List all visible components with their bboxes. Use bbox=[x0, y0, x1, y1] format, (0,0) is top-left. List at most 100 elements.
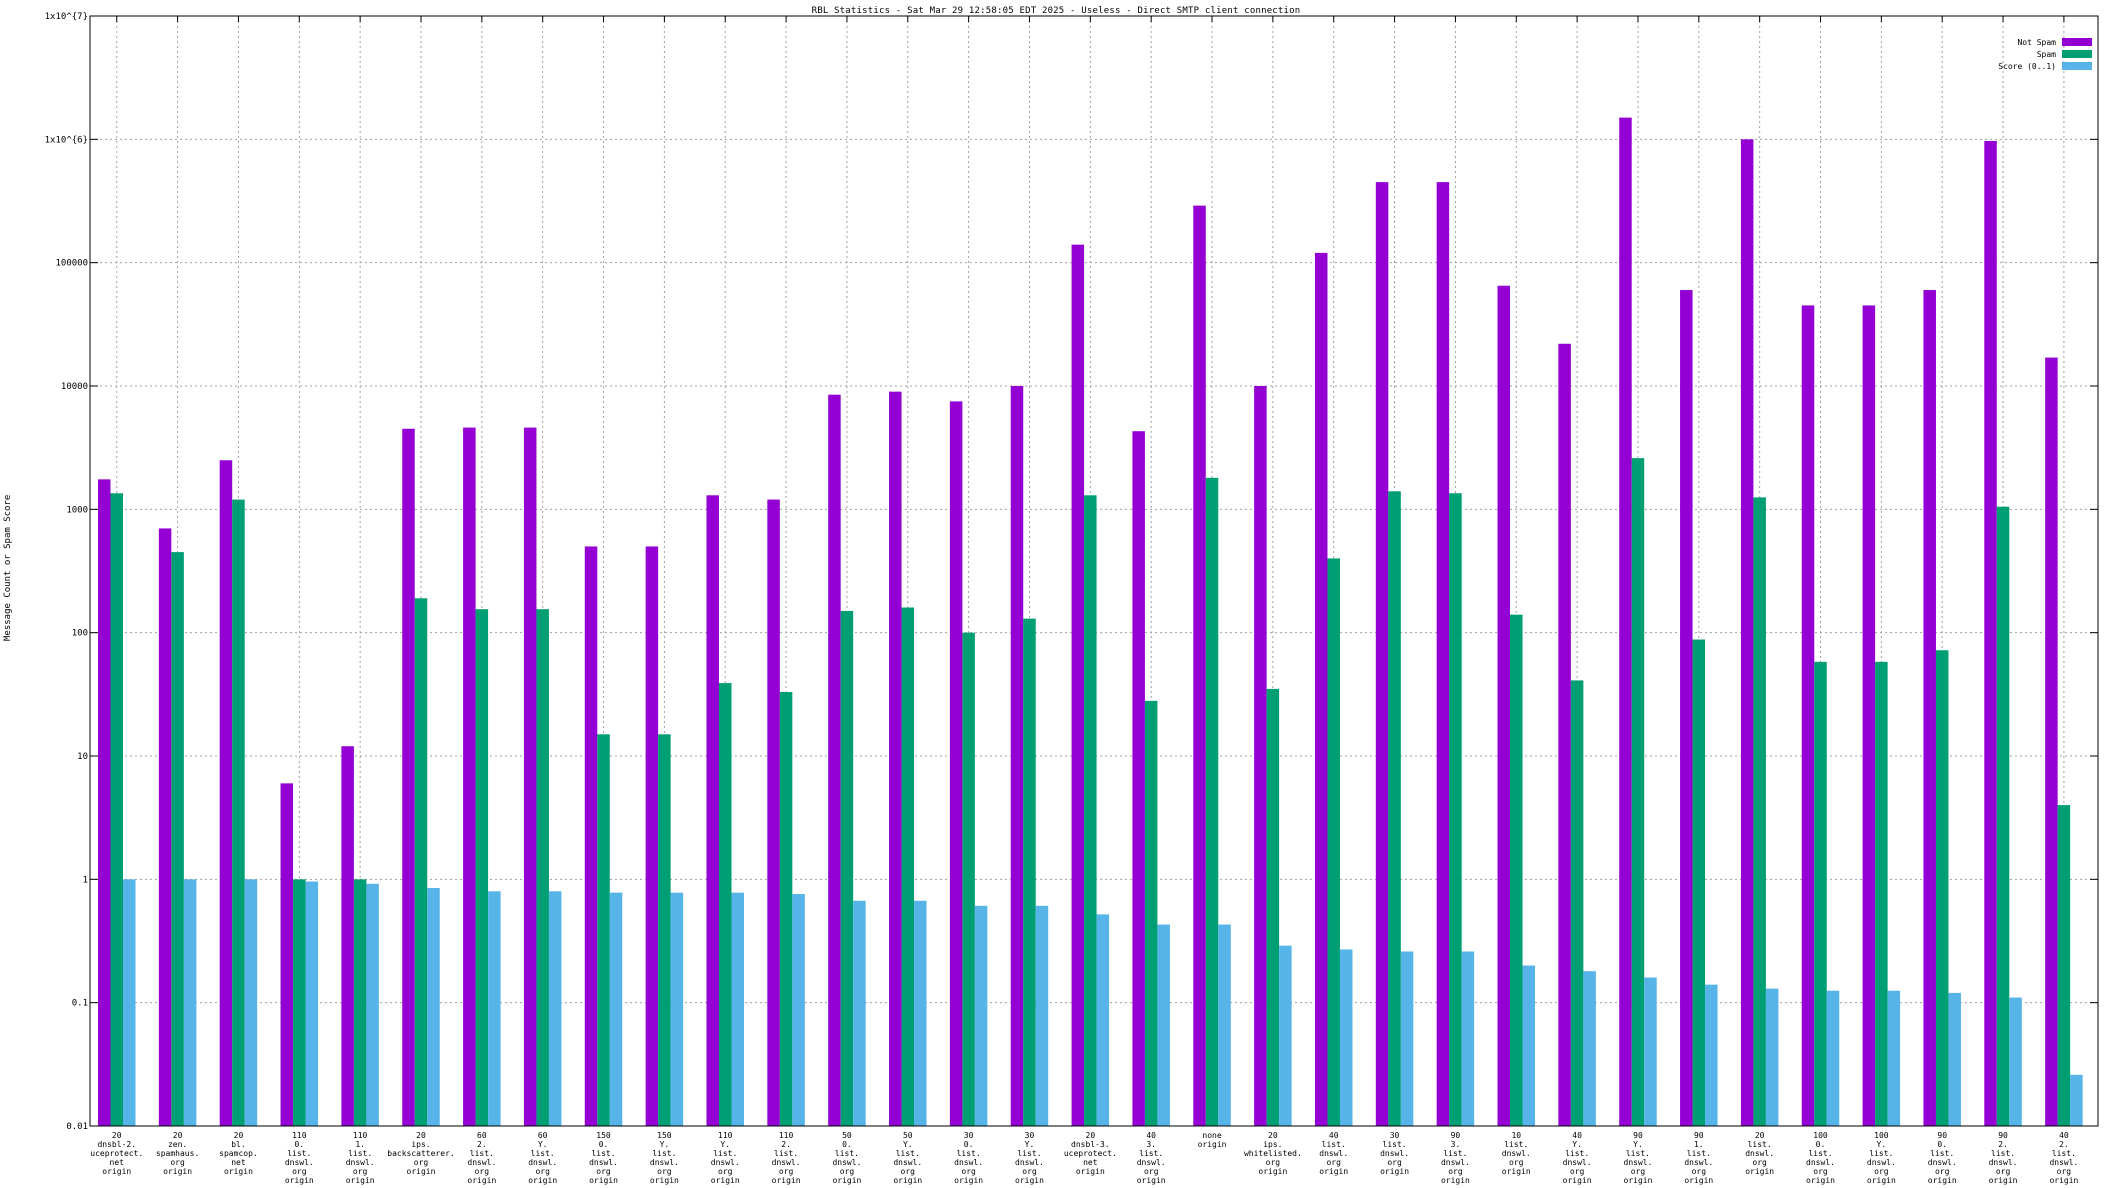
x-tick-label-line: origin bbox=[1928, 1176, 1957, 1185]
bar-spam bbox=[353, 879, 367, 1126]
x-tick-label-line: origin bbox=[832, 1176, 861, 1185]
x-tick-label-line: 20 bbox=[1086, 1131, 1096, 1140]
bar-not-spam bbox=[98, 479, 111, 1126]
x-tick-label-line: Y. bbox=[903, 1140, 913, 1149]
x-tick-label-line: dnswl. bbox=[2049, 1158, 2078, 1167]
x-tick-label-line: 2. bbox=[477, 1140, 487, 1149]
x-tick-label-line: 90 bbox=[1694, 1131, 1704, 1140]
bar-spam bbox=[1144, 700, 1158, 1126]
x-tick-label: 60 Y. list. dnswl. org origin bbox=[528, 1131, 557, 1185]
x-tick-label-line: list. bbox=[957, 1149, 981, 1158]
x-tick-label: 90 2. list. dnswl. org origin bbox=[1989, 1131, 2018, 1185]
x-tick-label-line: uceprotect. bbox=[90, 1149, 143, 1158]
bar-not-spam bbox=[1071, 244, 1085, 1126]
x-tick-label-line: dnswl. bbox=[467, 1158, 496, 1167]
x-tick-label-line: ips. bbox=[411, 1140, 430, 1149]
x-tick-label-line: net bbox=[231, 1158, 246, 1167]
x-tick-label-line: 1. bbox=[355, 1140, 365, 1149]
x-tick-label-line: dnswl. bbox=[1137, 1158, 1166, 1167]
x-tick-label-line: backscatterer. bbox=[387, 1149, 454, 1158]
x-tick-label-line: org bbox=[292, 1167, 307, 1176]
x-tick-label-line: 0. bbox=[599, 1140, 609, 1149]
bar-score-0-1 bbox=[670, 892, 684, 1126]
x-tick-label-line: list. bbox=[470, 1149, 494, 1158]
x-tick-label-line: 2. bbox=[1998, 1140, 2008, 1149]
bar-score-0-1 bbox=[1339, 949, 1353, 1126]
x-tick-label-line: 1. bbox=[1694, 1140, 1704, 1149]
x-tick-label-line: origin bbox=[711, 1176, 740, 1185]
x-tick-label-line: 110 bbox=[292, 1131, 307, 1140]
x-tick-label: 20 dnsbl-3. uceprotect. net origin bbox=[1064, 1131, 1117, 1176]
x-tick-label-line: org bbox=[840, 1167, 855, 1176]
x-tick-label-line: origin bbox=[1076, 1167, 1105, 1176]
x-tick-label-line: uceprotect. bbox=[1064, 1149, 1117, 1158]
x-tick-label-line: dnswl. bbox=[772, 1158, 801, 1167]
x-tick-label-line: 90 bbox=[1998, 1131, 2008, 1140]
x-tick-label-line: list. bbox=[1991, 1149, 2015, 1158]
x-tick-label-line: 20 bbox=[234, 1131, 244, 1140]
x-tick-label-line: list. bbox=[1687, 1149, 1711, 1158]
x-tick-label: 30 Y. list. dnswl. org origin bbox=[1015, 1131, 1044, 1185]
bar-not-spam bbox=[1010, 386, 1024, 1126]
x-tick-label-line: origin bbox=[1502, 1167, 1531, 1176]
bar-spam bbox=[1814, 661, 1827, 1126]
plot-frame bbox=[89, 15, 2099, 1127]
x-tick-label: 40 3. list. dnswl. org origin bbox=[1137, 1131, 1166, 1185]
bar-score-0-1 bbox=[1948, 992, 1961, 1126]
x-tick-label-line: org bbox=[596, 1167, 611, 1176]
x-tick-label-line: list. bbox=[1443, 1149, 1467, 1158]
bar-spam bbox=[901, 607, 915, 1126]
x-tick-label-line: dnswl. bbox=[1502, 1149, 1531, 1158]
x-tick-label-line: org bbox=[779, 1167, 794, 1176]
x-tick-label-line: origin bbox=[1745, 1167, 1774, 1176]
x-tick-label-line: list. bbox=[774, 1149, 798, 1158]
x-tick-label-line: list. bbox=[1869, 1149, 1893, 1158]
x-tick-label-line: dnswl. bbox=[650, 1158, 679, 1167]
x-tick-label: 90 0. list. dnswl. org origin bbox=[1928, 1131, 1957, 1185]
x-tick-label-line: 150 bbox=[596, 1131, 611, 1140]
bar-spam bbox=[110, 493, 123, 1126]
x-tick-label: 110 2. list. dnswl. org origin bbox=[772, 1131, 801, 1185]
legend-swatch bbox=[2062, 62, 2092, 70]
bar-not-spam bbox=[1254, 386, 1267, 1126]
bar-not-spam bbox=[219, 460, 233, 1127]
bar-spam bbox=[597, 734, 610, 1126]
x-tick-label: 110 1. list. dnswl. org origin bbox=[346, 1131, 375, 1185]
x-tick-label-line: Y. bbox=[1633, 1140, 1643, 1149]
x-tick-label-line: origin bbox=[954, 1176, 983, 1185]
bar-score-0-1 bbox=[792, 894, 805, 1126]
y-tick-label: 1x10^{7} bbox=[45, 12, 88, 22]
x-tick-label: 30 list. dnswl. org origin bbox=[1380, 1131, 1409, 1176]
bar-score-0-1 bbox=[305, 881, 319, 1126]
x-tick-label-line: 30 bbox=[1390, 1131, 1400, 1140]
x-tick-label-line: origin bbox=[1441, 1176, 1470, 1185]
x-tick-label-line: 2. bbox=[781, 1140, 791, 1149]
legend-label: Score (0..1) bbox=[1998, 62, 2056, 71]
x-tick-label-line: 100 bbox=[1874, 1131, 1889, 1140]
x-tick-label: 100 Y. list. dnswl. org origin bbox=[1867, 1131, 1896, 1185]
y-tick-label: 100000 bbox=[55, 259, 88, 269]
x-tick-label-line: 3. bbox=[1451, 1140, 1461, 1149]
bar-spam bbox=[718, 683, 732, 1126]
x-tick-label-line: Y. bbox=[1572, 1140, 1582, 1149]
x-tick-label-line: 40 bbox=[2059, 1131, 2069, 1140]
x-tick-label-line: dnswl. bbox=[1684, 1158, 1713, 1167]
y-tick-label: 1x10^{6} bbox=[45, 135, 88, 145]
x-tick-label-line: 40 bbox=[1329, 1131, 1339, 1140]
x-tick-label-line: org bbox=[1448, 1167, 1463, 1176]
x-tick-label-line: origin bbox=[1319, 1167, 1348, 1176]
bar-not-spam bbox=[1680, 290, 1693, 1126]
x-tick-label-line: 20 bbox=[1755, 1131, 1765, 1140]
x-tick-label: 30 0. list. dnswl. org origin bbox=[954, 1131, 983, 1185]
bar-not-spam bbox=[341, 746, 354, 1126]
x-tick-label: 150 Y. list. dnswl. org origin bbox=[650, 1131, 679, 1185]
x-tick-label-line: origin bbox=[893, 1176, 922, 1185]
x-tick-label-line: 20 bbox=[416, 1131, 426, 1140]
bar-score-0-1 bbox=[914, 900, 927, 1126]
x-tick-label-line: org bbox=[961, 1167, 976, 1176]
legend-label: Not Spam bbox=[2017, 38, 2056, 47]
x-tick-label: 20 list. dnswl. org origin bbox=[1745, 1131, 1774, 1176]
x-tick-label-line: list. bbox=[2052, 1149, 2076, 1158]
x-tick-label-line: dnswl. bbox=[1441, 1158, 1470, 1167]
x-tick-label-line: list. bbox=[1504, 1140, 1528, 1149]
